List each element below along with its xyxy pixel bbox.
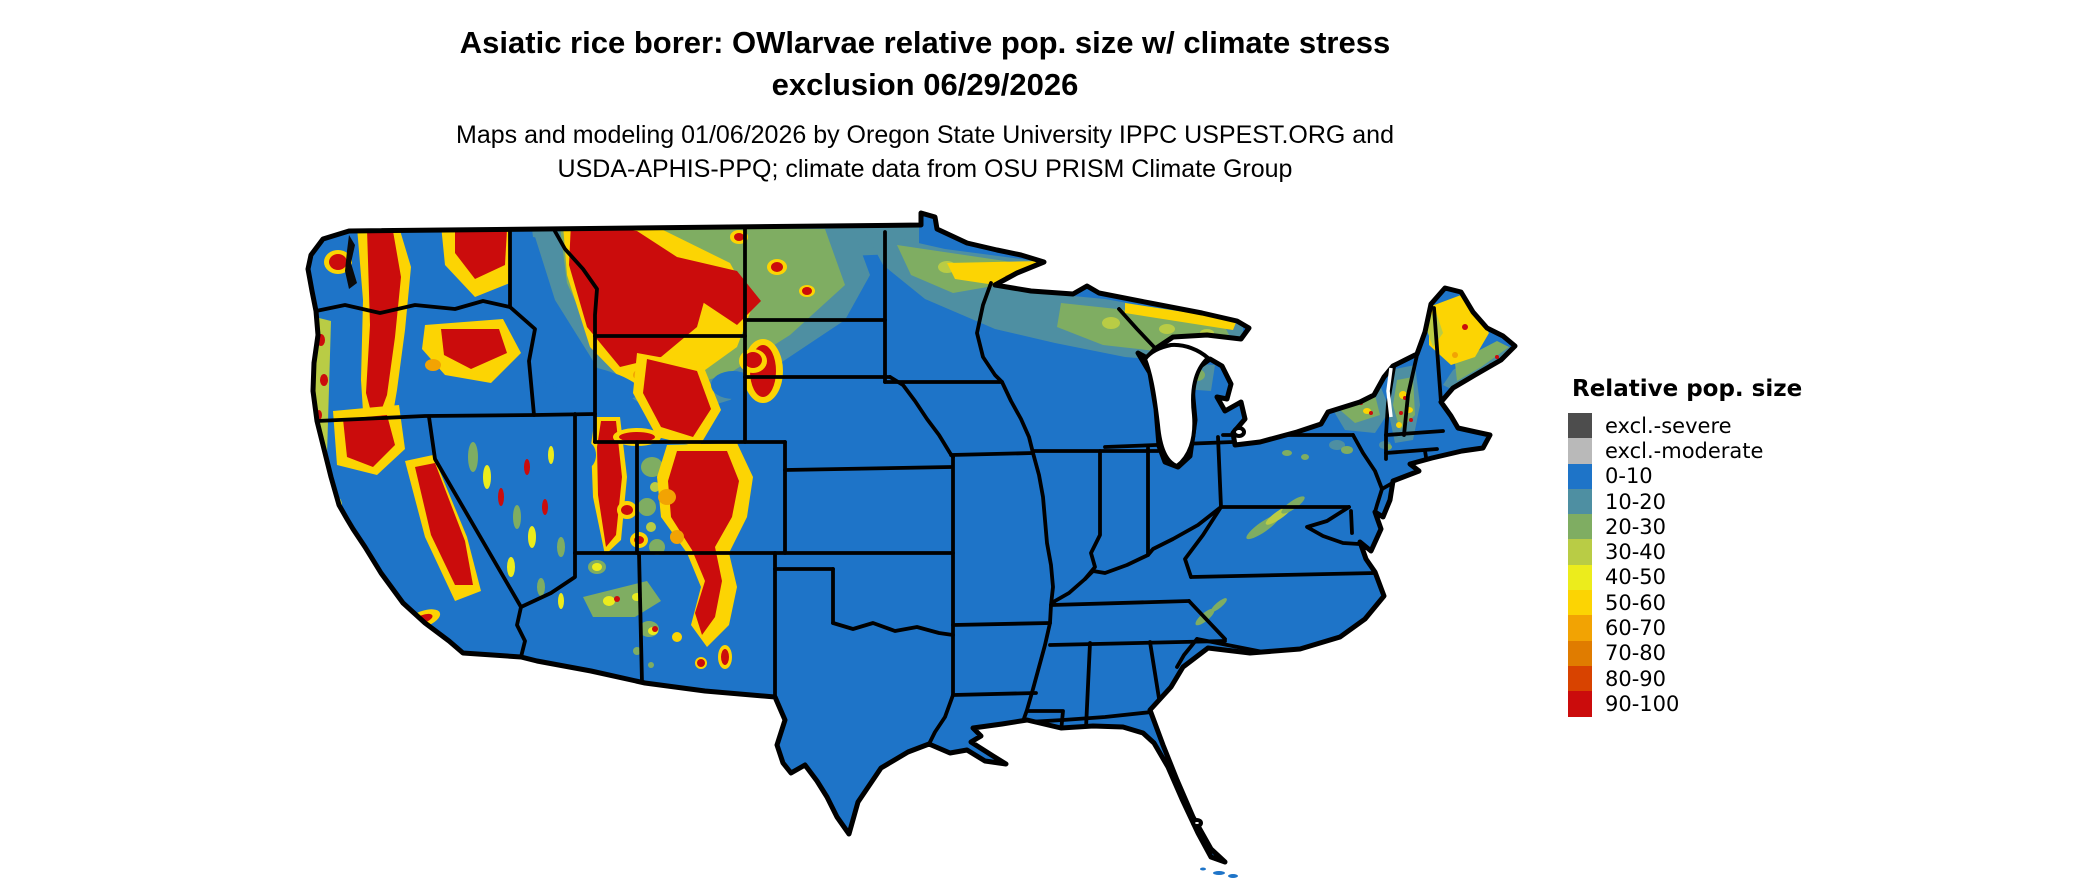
lake-st-clair	[1232, 426, 1246, 438]
legend-item: 20-30	[1568, 514, 1868, 540]
conus-base	[308, 213, 1515, 862]
legend-label: 0-10	[1605, 464, 1653, 489]
map-header: Asiatic rice borer: OWlarvae relative po…	[305, 22, 1545, 186]
legend-item: excl.-moderate	[1568, 438, 1868, 464]
legend-item: 40-50	[1568, 564, 1868, 591]
legend-item: excl.-severe	[1568, 413, 1868, 439]
us-map-image	[305, 205, 1545, 878]
legend-label: 80-90	[1605, 666, 1667, 691]
legend-swatch	[1568, 413, 1592, 439]
legend-label: excl.-severe	[1605, 413, 1732, 438]
legend-label: 30-40	[1605, 540, 1667, 565]
legend-item: 50-60	[1568, 590, 1868, 616]
lake-champlain	[1386, 367, 1393, 418]
legend-swatch	[1568, 438, 1592, 464]
lake-michigan	[1142, 342, 1211, 469]
legend-swatch	[1568, 539, 1592, 565]
legend-swatch	[1568, 665, 1592, 692]
legend-swatch	[1568, 691, 1592, 717]
legend-item: 90-100	[1568, 691, 1868, 717]
legend-swatch	[1568, 640, 1592, 666]
legend-item: 60-70	[1568, 615, 1868, 641]
legend-label: 60-70	[1605, 616, 1667, 641]
legend-swatch	[1568, 463, 1592, 489]
legend-label: excl.-moderate	[1605, 438, 1764, 463]
legend-item: 70-80	[1568, 640, 1868, 666]
page-subtitle-line1: Maps and modeling 01/06/2026 by Oregon S…	[456, 121, 1394, 149]
legend-swatch	[1568, 488, 1592, 515]
state-borders	[314, 223, 1445, 746]
legend-item: 0-10	[1568, 463, 1868, 489]
great-lakes	[345, 235, 1393, 828]
legend-swatch	[1568, 590, 1592, 616]
legend-item: 10-20	[1568, 488, 1868, 515]
page-title-line2: exclusion 06/29/2026	[771, 67, 1079, 102]
lake-okeechobee	[1191, 818, 1203, 828]
legend-item: 30-40	[1568, 539, 1868, 565]
legend-swatch	[1568, 514, 1592, 540]
page-title-line1: Asiatic rice borer: OWlarvae relative po…	[459, 25, 1391, 60]
legend-item: 80-90	[1568, 665, 1868, 692]
page-subtitle-line2: USDA-APHIS-PPQ; climate data from OSU PR…	[557, 155, 1293, 183]
legend-label: 70-80	[1605, 641, 1667, 666]
legend-swatch	[1568, 564, 1592, 591]
legend-label: 20-30	[1605, 514, 1667, 539]
florida-keys	[1200, 867, 1238, 878]
legend-label: 40-50	[1605, 565, 1667, 590]
legend-label: 90-100	[1605, 691, 1680, 716]
legend-title: Relative pop. size	[1572, 376, 1803, 402]
puget-sound	[345, 235, 357, 289]
legend-items: excl.-severe excl.-moderate 0-10 10-20 20-30…	[1568, 413, 1868, 717]
legend: Relative pop. size excl.-severe excl.-mod…	[1568, 376, 1868, 717]
us-risk-map	[305, 205, 1545, 889]
legend-label: 50-60	[1605, 590, 1667, 615]
legend-swatch	[1568, 615, 1592, 641]
legend-label: 10-20	[1605, 489, 1667, 514]
terrain-overlay	[314, 221, 1513, 669]
